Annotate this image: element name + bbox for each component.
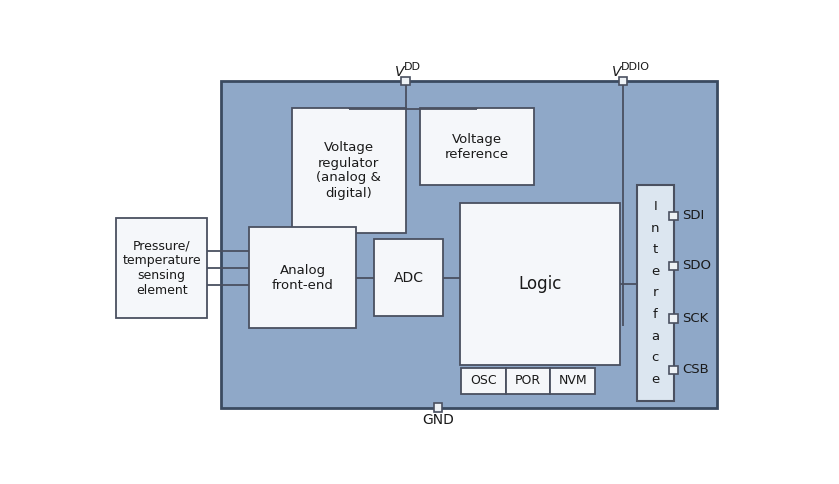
Bar <box>506 368 550 394</box>
Text: OSC: OSC <box>470 374 497 387</box>
Bar <box>460 203 620 364</box>
Text: SDI: SDI <box>682 210 704 223</box>
Text: I: I <box>654 200 657 213</box>
Text: Pressure/
temperature
sensing
element: Pressure/ temperature sensing element <box>122 239 201 297</box>
Bar <box>117 218 207 318</box>
Text: Voltage
reference: Voltage reference <box>445 133 508 161</box>
Text: c: c <box>652 351 659 364</box>
Bar <box>402 77 410 85</box>
Text: e: e <box>651 373 659 386</box>
Text: r: r <box>653 287 658 300</box>
Text: a: a <box>651 330 659 343</box>
Text: POR: POR <box>515 374 541 387</box>
Bar <box>618 77 627 85</box>
Text: ADC: ADC <box>393 271 424 285</box>
Bar <box>670 314 678 322</box>
Text: e: e <box>651 265 659 278</box>
Bar <box>670 262 678 270</box>
Bar <box>550 368 595 394</box>
Bar <box>434 404 442 412</box>
Text: CSB: CSB <box>682 363 708 377</box>
Bar <box>292 108 406 233</box>
Bar <box>374 239 444 316</box>
Text: f: f <box>653 308 658 321</box>
Bar <box>670 366 678 374</box>
Text: DDIO: DDIO <box>622 62 650 72</box>
Bar <box>249 227 356 328</box>
Text: V: V <box>394 65 404 79</box>
Text: V: V <box>612 65 622 79</box>
Bar <box>221 81 717 408</box>
Bar <box>420 108 534 185</box>
Text: SDO: SDO <box>682 259 711 272</box>
Text: t: t <box>653 243 658 257</box>
Text: GND: GND <box>422 413 454 427</box>
Bar <box>637 185 674 401</box>
Bar <box>670 212 678 220</box>
Text: Voltage
regulator
(analog &
digital): Voltage regulator (analog & digital) <box>316 141 381 199</box>
Bar <box>461 368 506 394</box>
Text: n: n <box>651 222 659 235</box>
Text: Logic: Logic <box>518 275 561 293</box>
Text: Analog
front-end: Analog front-end <box>272 263 333 291</box>
Text: DD: DD <box>404 62 421 72</box>
Text: NVM: NVM <box>559 374 587 387</box>
Text: SCK: SCK <box>682 312 708 325</box>
